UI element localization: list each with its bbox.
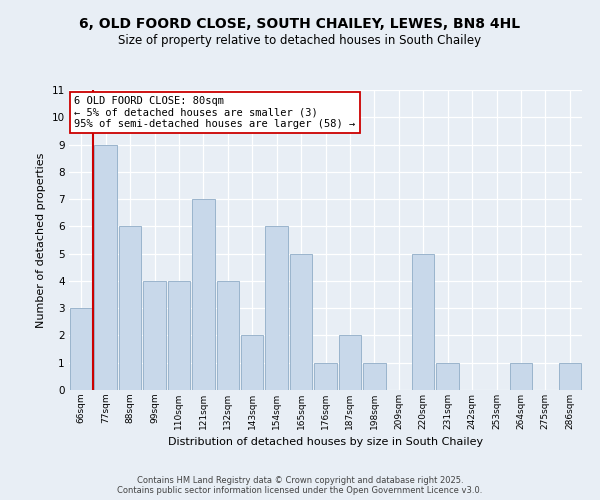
Bar bbox=[509, 362, 532, 390]
Bar bbox=[167, 281, 190, 390]
Text: 6, OLD FOORD CLOSE, SOUTH CHAILEY, LEWES, BN8 4HL: 6, OLD FOORD CLOSE, SOUTH CHAILEY, LEWES… bbox=[79, 18, 521, 32]
Text: Contains public sector information licensed under the Open Government Licence v3: Contains public sector information licen… bbox=[118, 486, 482, 495]
Text: Contains HM Land Registry data © Crown copyright and database right 2025.: Contains HM Land Registry data © Crown c… bbox=[137, 476, 463, 485]
Bar bbox=[338, 336, 361, 390]
Bar bbox=[412, 254, 434, 390]
Bar bbox=[363, 362, 386, 390]
Bar bbox=[290, 254, 313, 390]
Bar bbox=[94, 144, 117, 390]
Bar bbox=[217, 281, 239, 390]
Bar bbox=[143, 281, 166, 390]
Bar bbox=[436, 362, 459, 390]
X-axis label: Distribution of detached houses by size in South Chailey: Distribution of detached houses by size … bbox=[168, 438, 483, 448]
Bar bbox=[265, 226, 288, 390]
Bar bbox=[241, 336, 263, 390]
Bar bbox=[119, 226, 142, 390]
Y-axis label: Number of detached properties: Number of detached properties bbox=[36, 152, 46, 328]
Bar bbox=[70, 308, 92, 390]
Text: 6 OLD FOORD CLOSE: 80sqm
← 5% of detached houses are smaller (3)
95% of semi-det: 6 OLD FOORD CLOSE: 80sqm ← 5% of detache… bbox=[74, 96, 355, 129]
Bar bbox=[314, 362, 337, 390]
Bar bbox=[192, 199, 215, 390]
Bar bbox=[559, 362, 581, 390]
Text: Size of property relative to detached houses in South Chailey: Size of property relative to detached ho… bbox=[118, 34, 482, 47]
